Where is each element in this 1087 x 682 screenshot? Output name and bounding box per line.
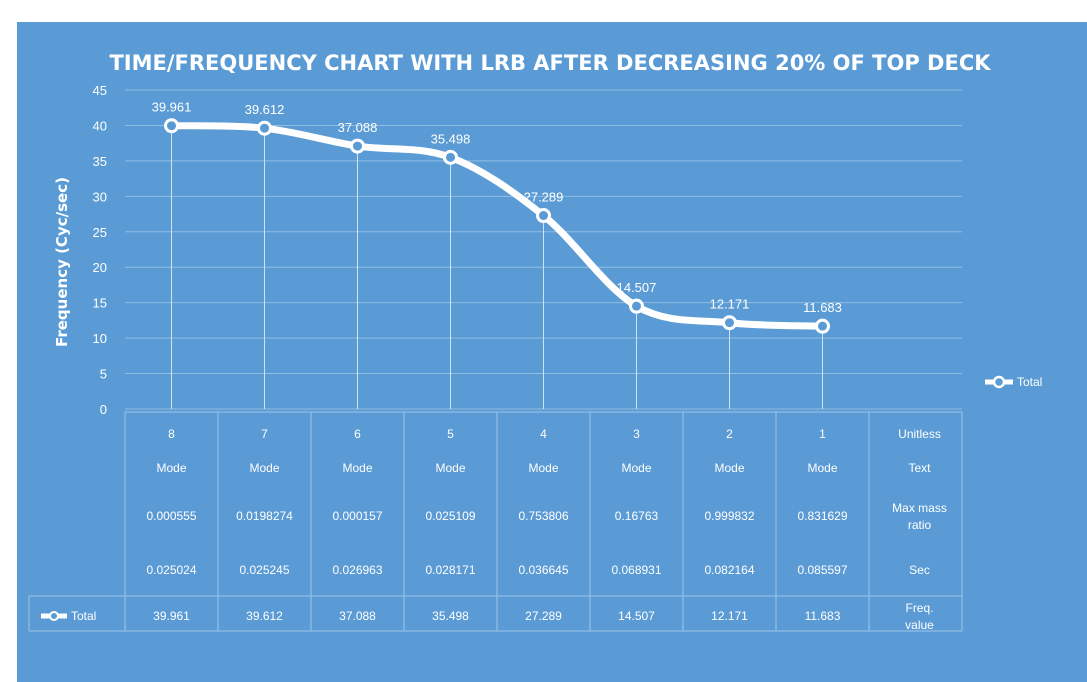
data-label: 35.498 (431, 131, 471, 146)
table-cell: 39.612 (246, 609, 283, 623)
y-tick-label: 35 (93, 154, 107, 169)
y-tick-label: 20 (93, 260, 107, 275)
table-cell: Mode (621, 461, 651, 475)
data-label: 27.289 (524, 190, 564, 205)
table-cell: 27.289 (525, 609, 562, 623)
table-unit-cell: Sec (909, 563, 930, 577)
data-label: 39.612 (245, 102, 285, 117)
data-label: 11.683 (803, 300, 842, 315)
table-cell: 2 (726, 427, 733, 441)
table-cell: 0.831629 (797, 509, 847, 523)
data-label: 12.171 (710, 297, 750, 312)
data-label: 14.507 (617, 280, 657, 295)
table-unit-cell: Max mass ratio (892, 501, 947, 532)
table-cell: Mode (156, 461, 186, 475)
data-point (629, 298, 644, 314)
drop-lines (171, 125, 823, 409)
table-unit-cell: Unitless (898, 427, 941, 441)
data-label: 39.961 (152, 100, 192, 115)
table-cell: 8 (168, 427, 175, 441)
table-legend-key-label: Total (71, 609, 96, 623)
data-label: 37.088 (338, 120, 378, 135)
table-cell: 0.082164 (704, 563, 754, 577)
table-cell: 0.753806 (518, 509, 568, 523)
table-cell: 0.036645 (518, 563, 568, 577)
table-cell: 3 (633, 427, 640, 441)
table-cell: 0.025109 (425, 509, 475, 523)
table-cell: 6 (354, 427, 361, 441)
table-cell: 0.026963 (332, 563, 382, 577)
table-unit-cell: Freq. value (905, 601, 934, 632)
y-tick-labels: 0 5 10 15 20 25 30 35 40 45 (93, 83, 107, 417)
table-cell: Mode (528, 461, 558, 475)
chart-svg: TIME/FREQUENCY CHART WITH LRB AFTER DECR… (28, 51, 1042, 632)
legend: Total (985, 375, 1042, 389)
table-cell: 0.000555 (146, 509, 196, 523)
data-point (443, 149, 458, 165)
table-cell: 0.0198274 (236, 509, 293, 523)
table-cell: Mode (807, 461, 837, 475)
table-cell: 5 (447, 427, 454, 441)
table-cell: 1 (819, 427, 826, 441)
data-point (815, 318, 830, 334)
table-cell: Mode (249, 461, 279, 475)
y-tick-label: 10 (93, 331, 107, 346)
table-cell: 14.507 (618, 609, 655, 623)
legend-key-marker (992, 375, 1006, 389)
series-total (164, 118, 830, 334)
table-legend-key-marker (49, 611, 59, 621)
table-unit-cell: Text (908, 461, 931, 475)
table-cell: 7 (261, 427, 268, 441)
table-cell: 12.171 (711, 609, 748, 623)
y-tick-label: 15 (93, 296, 107, 311)
data-point (722, 315, 737, 331)
data-point (257, 120, 272, 136)
table-cell: 37.088 (339, 609, 376, 623)
table-cell: 0.025024 (146, 563, 196, 577)
table-cell: Mode (714, 461, 744, 475)
y-tick-label: 0 (100, 402, 107, 417)
table-cell: Mode (435, 461, 465, 475)
table-cell: 0.085597 (797, 563, 847, 577)
data-point (536, 208, 551, 224)
y-axis-label: Frequency (Cyc/sec) (53, 177, 71, 347)
y-tick-label: 40 (93, 118, 107, 133)
table-cell: 35.498 (432, 609, 469, 623)
table-cell: 0.068931 (611, 563, 661, 577)
series-line-total (168, 122, 826, 330)
table-cell: 0.000157 (332, 509, 382, 523)
table-cell: 0.999832 (704, 509, 754, 523)
y-tick-label: 30 (93, 189, 107, 204)
table-cell: 4 (540, 427, 547, 441)
chart-frame: TIME/FREQUENCY CHART WITH LRB AFTER DECR… (17, 22, 1087, 682)
table-cell: 0.16763 (615, 509, 659, 523)
table-cell: 39.961 (153, 609, 190, 623)
data-point (164, 118, 179, 134)
table-cell: 0.028171 (425, 563, 475, 577)
table-cell: Mode (342, 461, 372, 475)
legend-entry-label: Total (1017, 375, 1042, 389)
data-table: 8 7 6 5 4 3 2 1 Unitless Mode Mode Mode Mode Mode Mode… (28, 411, 963, 632)
y-tick-label: 5 (100, 367, 107, 382)
chart-title: TIME/FREQUENCY CHART WITH LRB AFTER DECR… (109, 51, 991, 75)
data-point (350, 138, 365, 154)
table-cell: 0.025245 (239, 563, 289, 577)
table-cell: 11.683 (805, 609, 841, 623)
data-labels: 39.961 39.612 37.088 35.498 27.289 14.507 12.1… (152, 100, 842, 315)
y-tick-label: 25 (93, 225, 107, 240)
y-tick-label: 45 (93, 83, 107, 98)
